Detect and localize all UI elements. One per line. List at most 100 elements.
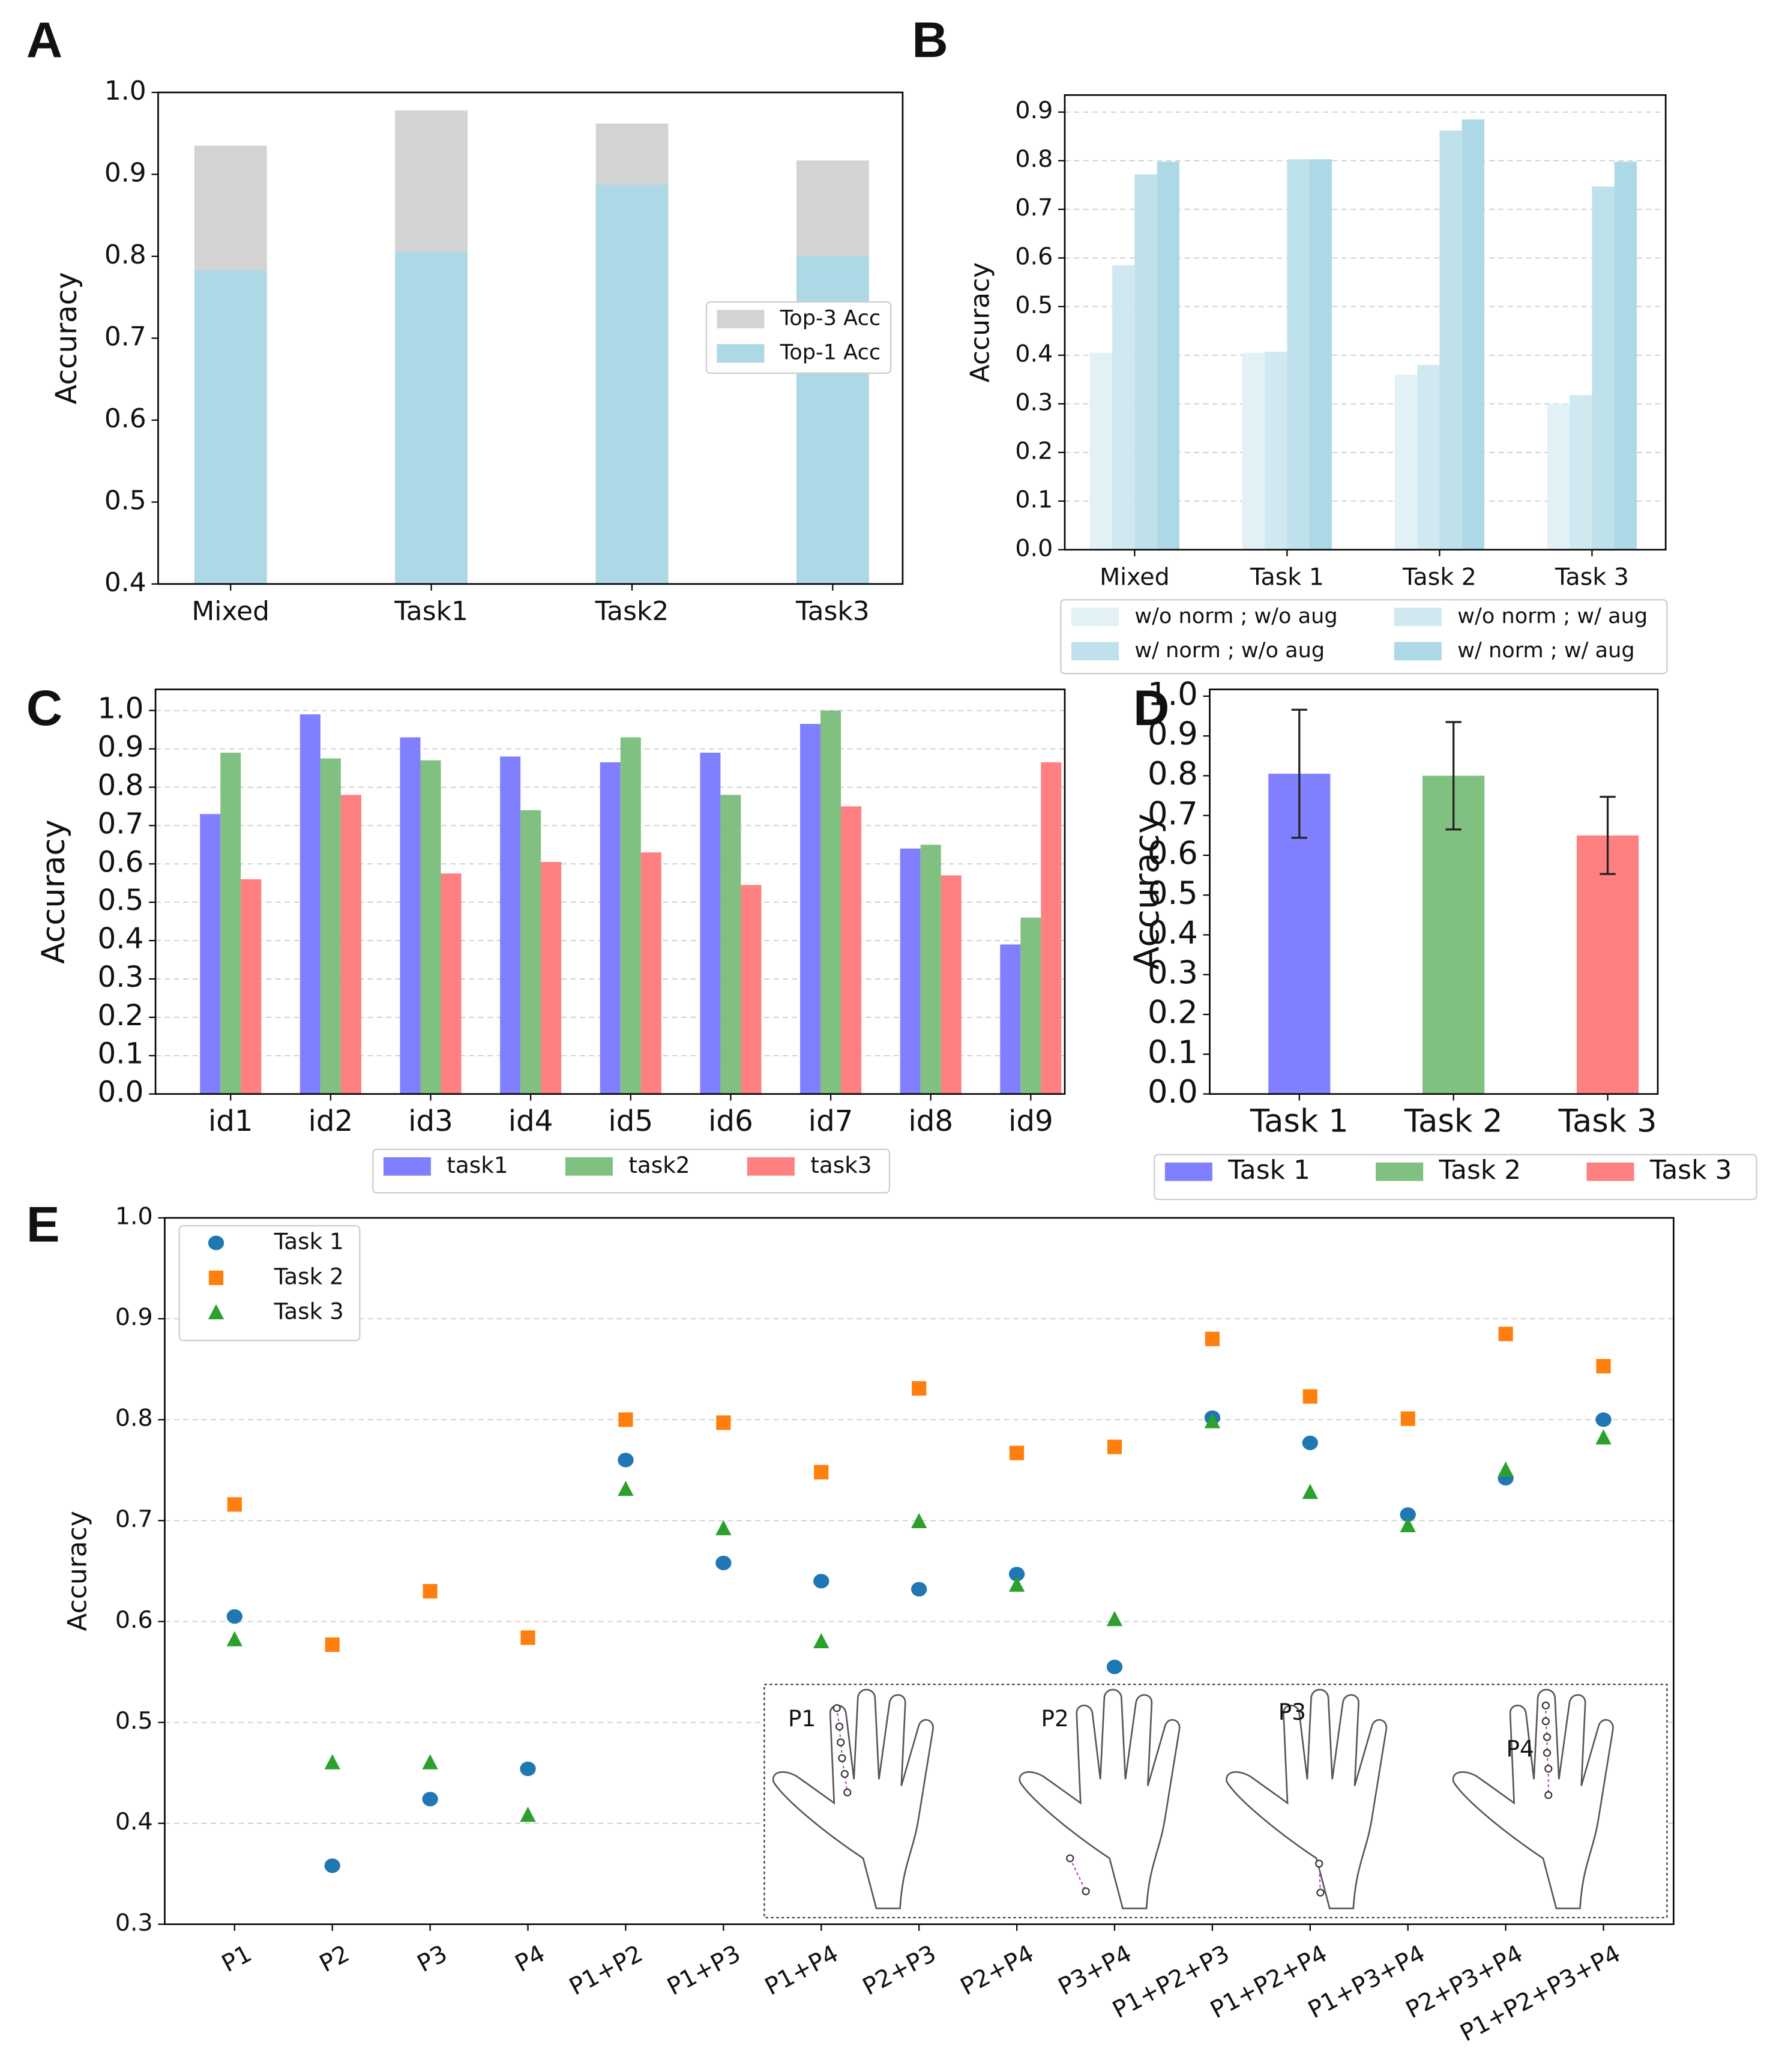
marker [1302,1389,1317,1404]
marker [324,1754,340,1769]
marker [1106,1610,1123,1627]
legend-swatch [1071,607,1119,627]
y-tick-label: 0.6 [104,403,146,434]
x-tick-label: Task2 [595,596,669,627]
bar [1394,375,1418,550]
y-tick-label: 0.5 [1148,875,1198,912]
y-tick-label: 0.8 [1015,145,1053,173]
inset-label: P2 [1041,1705,1068,1732]
hand-point [838,1754,846,1762]
inset-label: P3 [1278,1699,1306,1725]
x-tick-label: id8 [908,1104,953,1138]
bar [1134,174,1157,550]
y-tick-label: 0.6 [115,1606,153,1634]
marker [324,1858,340,1873]
legend-box [178,1225,361,1342]
marker [715,1520,732,1535]
hand-point [1541,1701,1550,1709]
legend-label: Task 3 [1649,1155,1732,1185]
legend-label: w/o norm ; w/ aug [1457,604,1648,628]
hand-point [837,1738,845,1747]
marker [227,1497,242,1512]
bar [400,737,421,1094]
y-tick-label: 0.5 [1015,291,1053,319]
legend-label: w/o norm ; w/o aug [1134,604,1337,628]
bar [841,806,862,1094]
hand-sketch [1226,1688,1388,1909]
bar [640,852,661,1094]
y-tick-label: 0.3 [1148,954,1198,991]
bar [1547,403,1570,550]
x-tick-label: id3 [408,1104,453,1138]
y-tick-label: 1.0 [104,76,146,106]
legend-label: task3 [810,1152,871,1178]
hand-point [1544,1791,1553,1799]
bar [1417,364,1440,550]
bar [1242,352,1265,550]
y-tick-label: 0.9 [115,1304,153,1331]
marker [1204,1413,1221,1429]
marker [618,1480,634,1496]
bar [1112,265,1135,550]
panel-label: B [912,11,948,68]
x-tick-label: Task1 [394,596,468,627]
bar [441,873,462,1094]
marker [520,1761,536,1776]
bar [395,252,468,584]
legend-marker [208,1304,224,1320]
bar [200,814,221,1094]
legend-swatch [1394,642,1442,661]
y-tick-label: 0.9 [98,730,144,764]
x-tick-label: Task 3 [1558,1103,1657,1140]
legend-marker [208,1270,224,1285]
bar [1000,944,1021,1094]
panel-label: D [1133,679,1169,736]
bar [541,862,562,1094]
y-tick-label: 1.0 [1148,676,1198,712]
marker [1498,1327,1513,1342]
x-tick-label: id9 [1008,1104,1053,1138]
inset-label: P4 [1507,1735,1534,1762]
y-tick-label: 0.4 [104,567,146,598]
legend-swatch [1071,642,1119,661]
x-tick-label: Task 1 [1250,564,1324,591]
legend-label: w/ norm ; w/o aug [1134,638,1325,663]
bar [1461,119,1485,550]
bar [194,270,267,584]
bar [700,752,721,1094]
y-tick-label: 0.6 [1148,836,1198,872]
marker [715,1555,732,1571]
hand-point [1541,1717,1550,1726]
y-tick-label: 0.9 [1015,97,1053,124]
bar [1439,130,1462,550]
x-tick-label: Mixed [1100,564,1170,591]
legend-label: Top-3 Acc [780,306,880,331]
y-axis-label: Accuracy [50,272,83,405]
bar [941,875,962,1094]
y-tick-label: 0.5 [104,485,146,516]
marker [618,1412,633,1427]
bar [220,752,241,1094]
bar [1041,762,1062,1094]
marker [912,1381,927,1396]
y-tick-label: 0.2 [98,999,144,1032]
y-tick-label: 0.5 [115,1707,153,1735]
y-axis-label: Accuracy [965,262,996,382]
bar [1265,352,1287,550]
y-tick-label: 0.0 [1148,1074,1198,1110]
y-tick-label: 0.7 [104,321,146,352]
x-tick-label: Task 3 [1555,564,1629,591]
bar [300,714,321,1094]
inset-frame [763,1684,1668,1918]
hand-point [1316,1888,1325,1897]
marker [813,1574,829,1589]
x-tick-label: id6 [708,1104,753,1138]
marker [1498,1462,1514,1477]
marker [1400,1411,1415,1426]
legend-swatch [717,310,765,328]
x-tick-label: id7 [808,1104,853,1138]
y-tick-label: 0.4 [115,1808,153,1836]
legend-swatch [1376,1162,1424,1181]
y-tick-label: 0.8 [104,239,146,270]
marker [325,1637,340,1652]
